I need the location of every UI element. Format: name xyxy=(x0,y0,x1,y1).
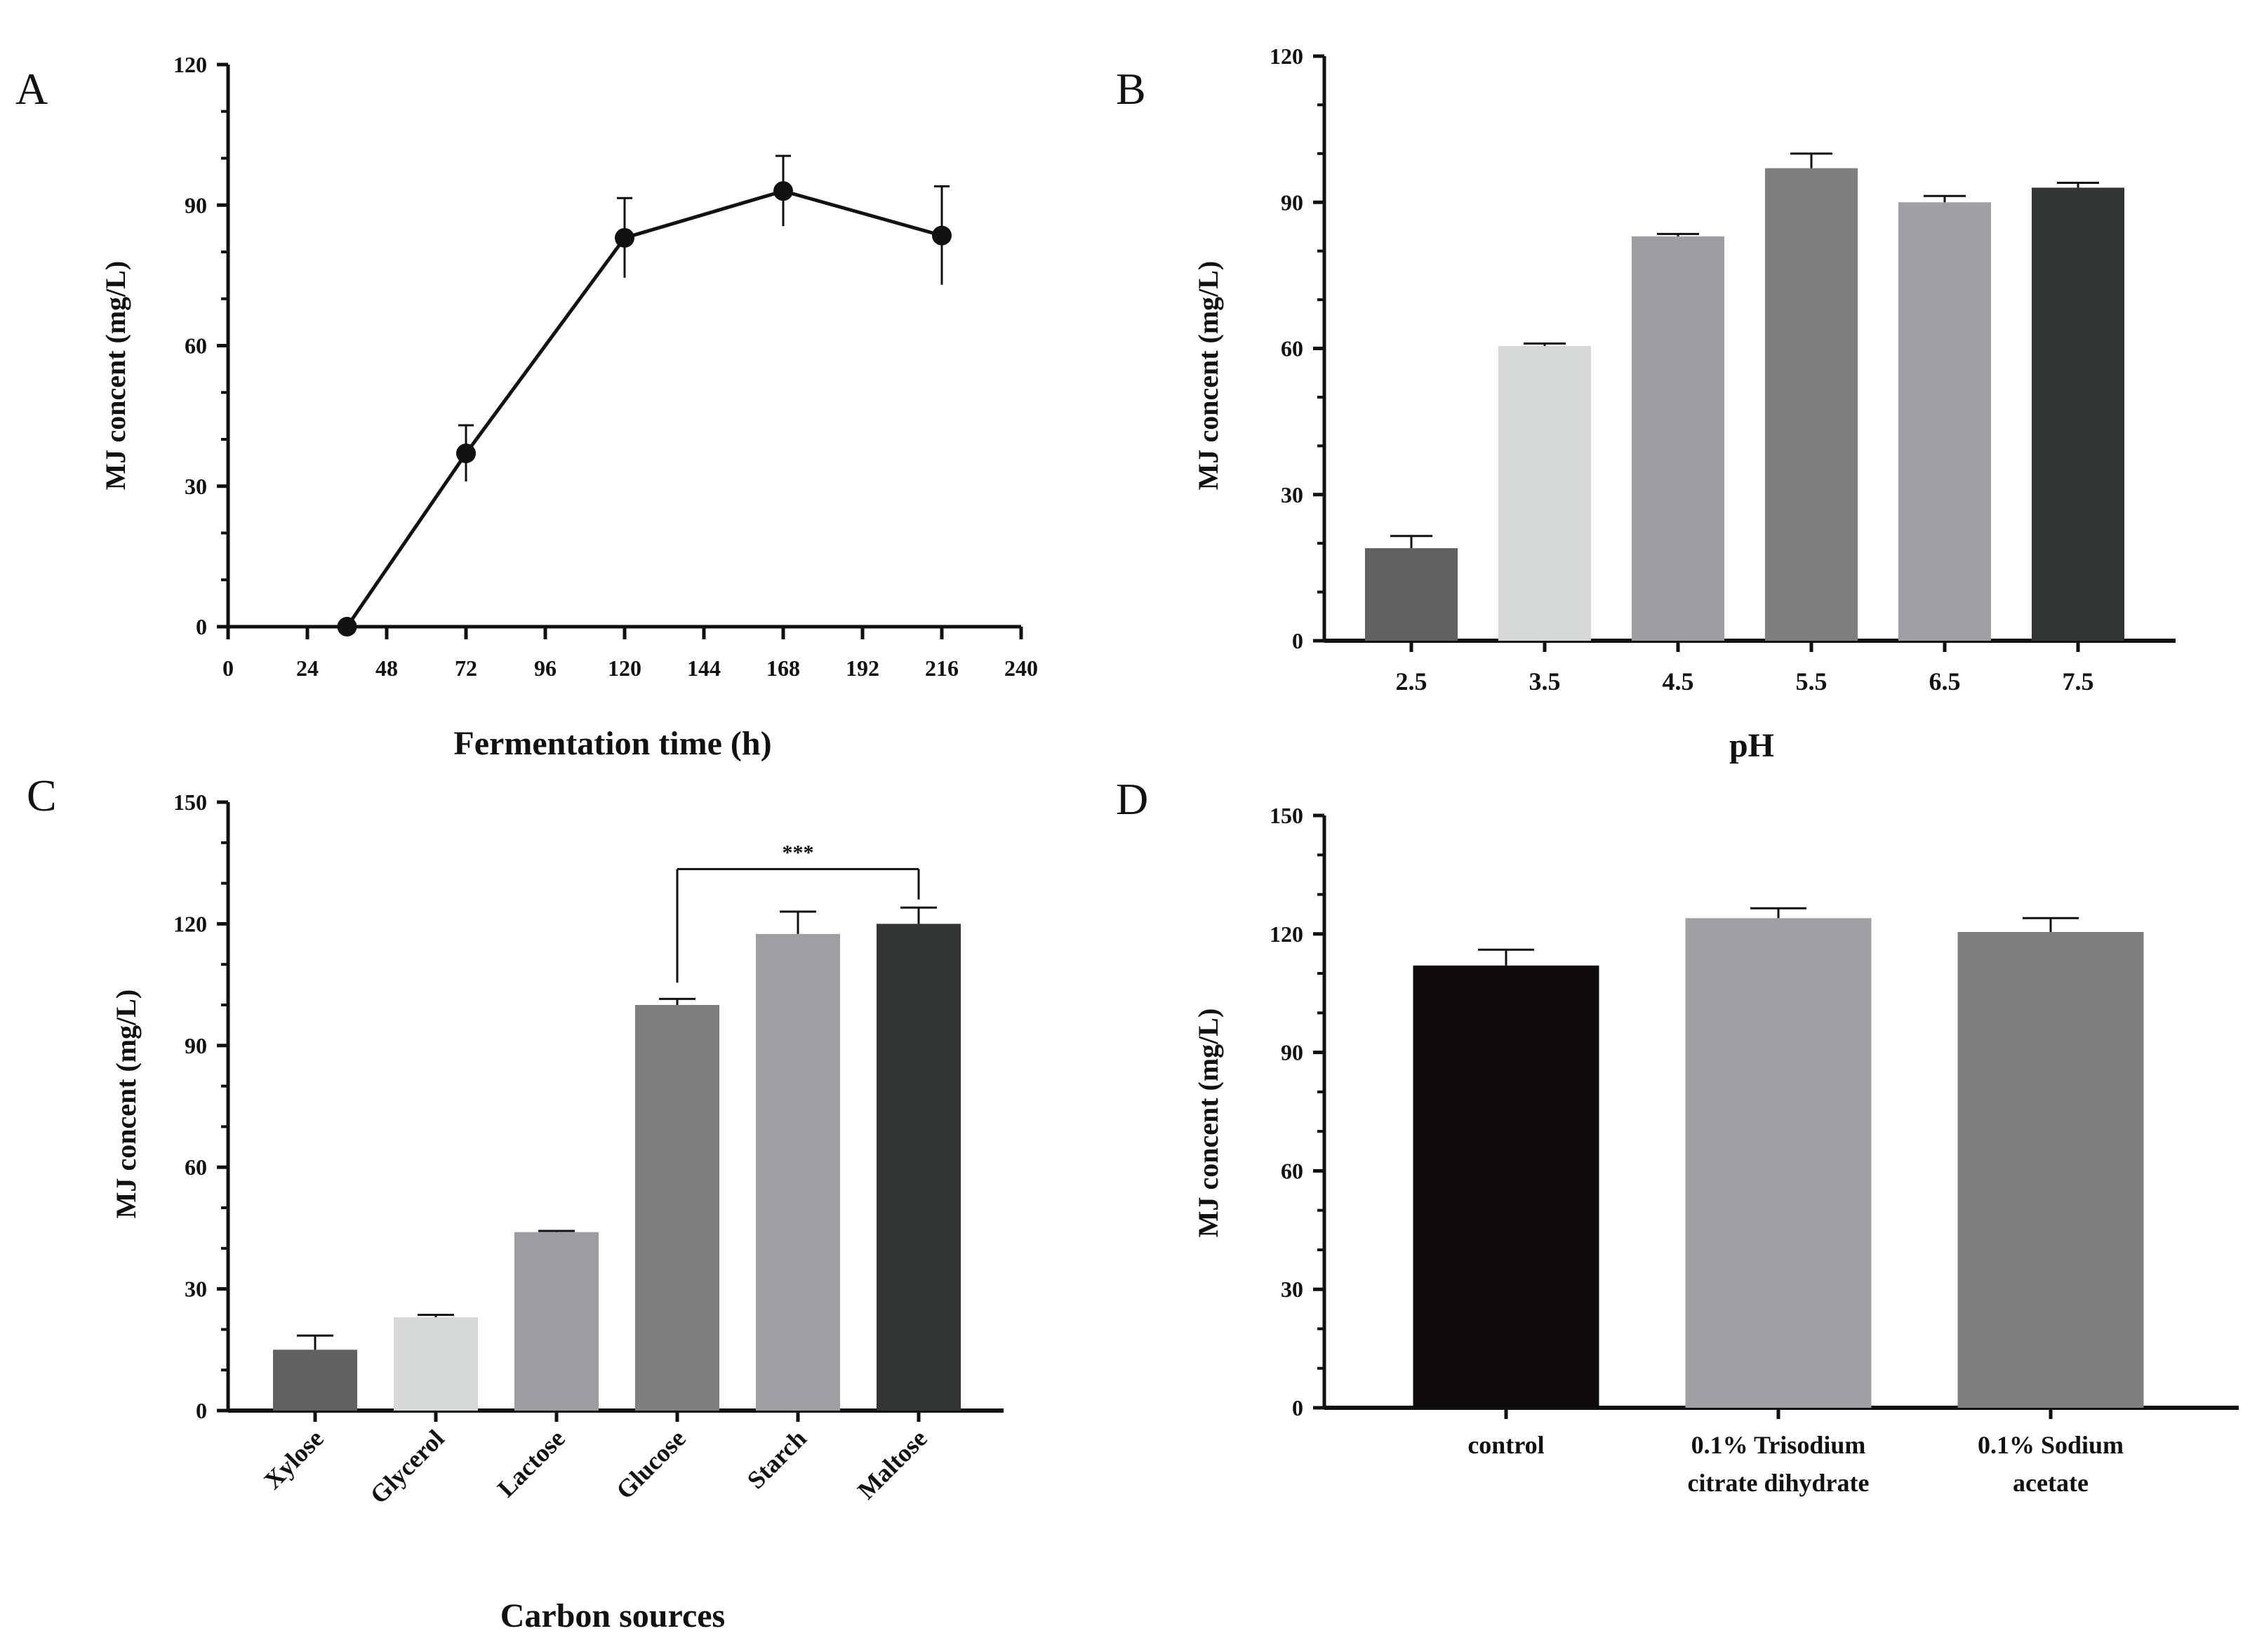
panel-b-bar xyxy=(1898,202,1991,641)
panel-a-x-tick-label: 120 xyxy=(608,655,641,681)
panel-b-category-label: 3.5 xyxy=(1529,667,1561,695)
panel-c-bar xyxy=(514,1232,599,1411)
panel-a-data-point xyxy=(337,617,357,637)
panel-a-y-tick-label: 60 xyxy=(185,333,207,359)
panel-d-y-tick-label: 60 xyxy=(1281,1158,1303,1183)
panel-a-data-point xyxy=(773,181,793,201)
panel-a-x-tick-label: 192 xyxy=(846,655,879,681)
panel-c-y-tick-label: 120 xyxy=(173,911,207,936)
panel-a-x-axis-title: Fermentation time (h) xyxy=(453,725,771,762)
panel-a-axes: 0 30 60 90 120 0 24 48 72 96 120 144 168 192 216 240 xyxy=(173,52,1038,681)
panel-a-x-tick-label: 48 xyxy=(375,655,398,681)
panel-b-y-tick-label: 60 xyxy=(1281,336,1303,361)
panel-d-y-tick-label: 120 xyxy=(1270,921,1303,947)
panel-b-bar xyxy=(1365,548,1458,641)
panel-b-y-tick-label: 90 xyxy=(1281,189,1303,215)
panel-c-y-tick-label: 0 xyxy=(196,1398,207,1423)
panel-a-y-axis-title: MJ concent (mg/L) xyxy=(100,261,131,491)
panel-b-category-label: 5.5 xyxy=(1796,667,1827,695)
panel-c-y-tick-label: 90 xyxy=(185,1033,207,1058)
panel-a-x-tick-label: 0 xyxy=(222,655,234,681)
panel-a-x-tick-label: 216 xyxy=(925,655,959,681)
panel-b-bar xyxy=(2032,187,2124,641)
panel-c-y-tick-label: 60 xyxy=(185,1154,207,1180)
panel-b-x-axis-title: pH xyxy=(1729,727,1774,764)
panel-b-plot xyxy=(1365,152,2124,641)
panel-b-y-tick-label: 120 xyxy=(1270,44,1303,69)
panel-d-y-axis-title: MJ concent (mg/L) xyxy=(1192,1008,1224,1238)
panel-d-plot xyxy=(1413,907,2144,1408)
panel-b-category-label: 7.5 xyxy=(2063,667,2094,695)
panel-d-y-tick-label: 150 xyxy=(1270,803,1303,828)
panel-b-category-label: 2.5 xyxy=(1396,667,1427,695)
panel-c-bar xyxy=(877,924,961,1411)
panel-d-category-label: acetate xyxy=(2013,1469,2089,1497)
panel-a-x-tick-label: 168 xyxy=(766,655,800,681)
panel-a-x-tick-label: 24 xyxy=(296,655,319,681)
panel-b-y-tick-label: 30 xyxy=(1281,482,1303,507)
panel-d-category-label: control xyxy=(1467,1431,1544,1459)
panel-a-y-tick-label: 0 xyxy=(196,614,207,639)
panel-a-data-point xyxy=(456,444,476,464)
panel-a-x-tick-label: 72 xyxy=(455,655,477,681)
panel-b-axes: 0 30 60 90 120 2.5 3.5 4.5 5.5 6.5 7.5 xyxy=(1270,44,2176,695)
panel-c-y-tick-label: 150 xyxy=(173,790,207,815)
panel-a-x-tick-label: 96 xyxy=(534,655,557,681)
panel-b-category-label: 4.5 xyxy=(1663,667,1694,695)
panel-a-data-point xyxy=(615,227,634,248)
panel-c-significance-label: *** xyxy=(783,841,814,864)
panel-b: B 0 30 60 90 120 2.5 3.5 4.5 5.5 6.5 7.5 pH MJ con… xyxy=(1116,44,2176,764)
panel-d-bar xyxy=(1957,931,2144,1408)
panel-d-bar xyxy=(1413,965,1599,1408)
panel-d-category-label: citrate dihydrate xyxy=(1688,1469,1870,1497)
panel-b-letter: B xyxy=(1116,64,1146,114)
panel-c-bar xyxy=(273,1350,357,1411)
panel-d: D 0 30 60 90 120 150 control 0.1% Trisodium citr… xyxy=(1116,774,2239,1497)
panel-d-category-label: 0.1% Trisodium xyxy=(1691,1431,1866,1459)
panel-b-category-label: 6.5 xyxy=(1929,667,1961,695)
panel-a-y-tick-label: 30 xyxy=(185,474,207,499)
panel-a-letter: A xyxy=(15,64,48,114)
panel-a-plot xyxy=(337,154,952,637)
panel-a-x-tick-label: 144 xyxy=(687,655,721,681)
panel-c-x-axis-title: Carbon sources xyxy=(500,1597,725,1634)
panel-c-y-tick-label: 30 xyxy=(185,1277,207,1302)
panel-c-y-axis-title: MJ concent (mg/L) xyxy=(110,990,142,1219)
panel-b-bar xyxy=(1498,346,1591,641)
panel-d-category-label: 0.1% Sodium xyxy=(1978,1431,2124,1459)
panel-b-y-axis-title: MJ concent (mg/L) xyxy=(1192,261,1224,491)
panel-d-bar xyxy=(1685,918,1872,1408)
panel-c-bar xyxy=(756,933,840,1411)
panel-b-bar xyxy=(1765,168,1858,641)
panel-c-bar xyxy=(394,1317,478,1411)
panel-d-y-tick-label: 30 xyxy=(1281,1277,1303,1302)
panel-b-y-tick-label: 0 xyxy=(1292,628,1303,653)
panel-d-letter: D xyxy=(1116,774,1148,824)
panel-a-x-tick-label: 240 xyxy=(1004,655,1038,681)
panel-a-data-point xyxy=(932,225,952,246)
panel-d-y-tick-label: 90 xyxy=(1281,1040,1303,1065)
panel-d-y-tick-label: 0 xyxy=(1292,1395,1303,1420)
panel-a-y-tick-label: 90 xyxy=(185,192,207,218)
panel-a-y-tick-label: 120 xyxy=(173,52,207,77)
panel-c-letter: C xyxy=(27,771,57,820)
panel-c-plot: *** xyxy=(273,841,961,1411)
panel-c-bar xyxy=(635,1005,719,1411)
panel-b-bar xyxy=(1632,236,1724,641)
